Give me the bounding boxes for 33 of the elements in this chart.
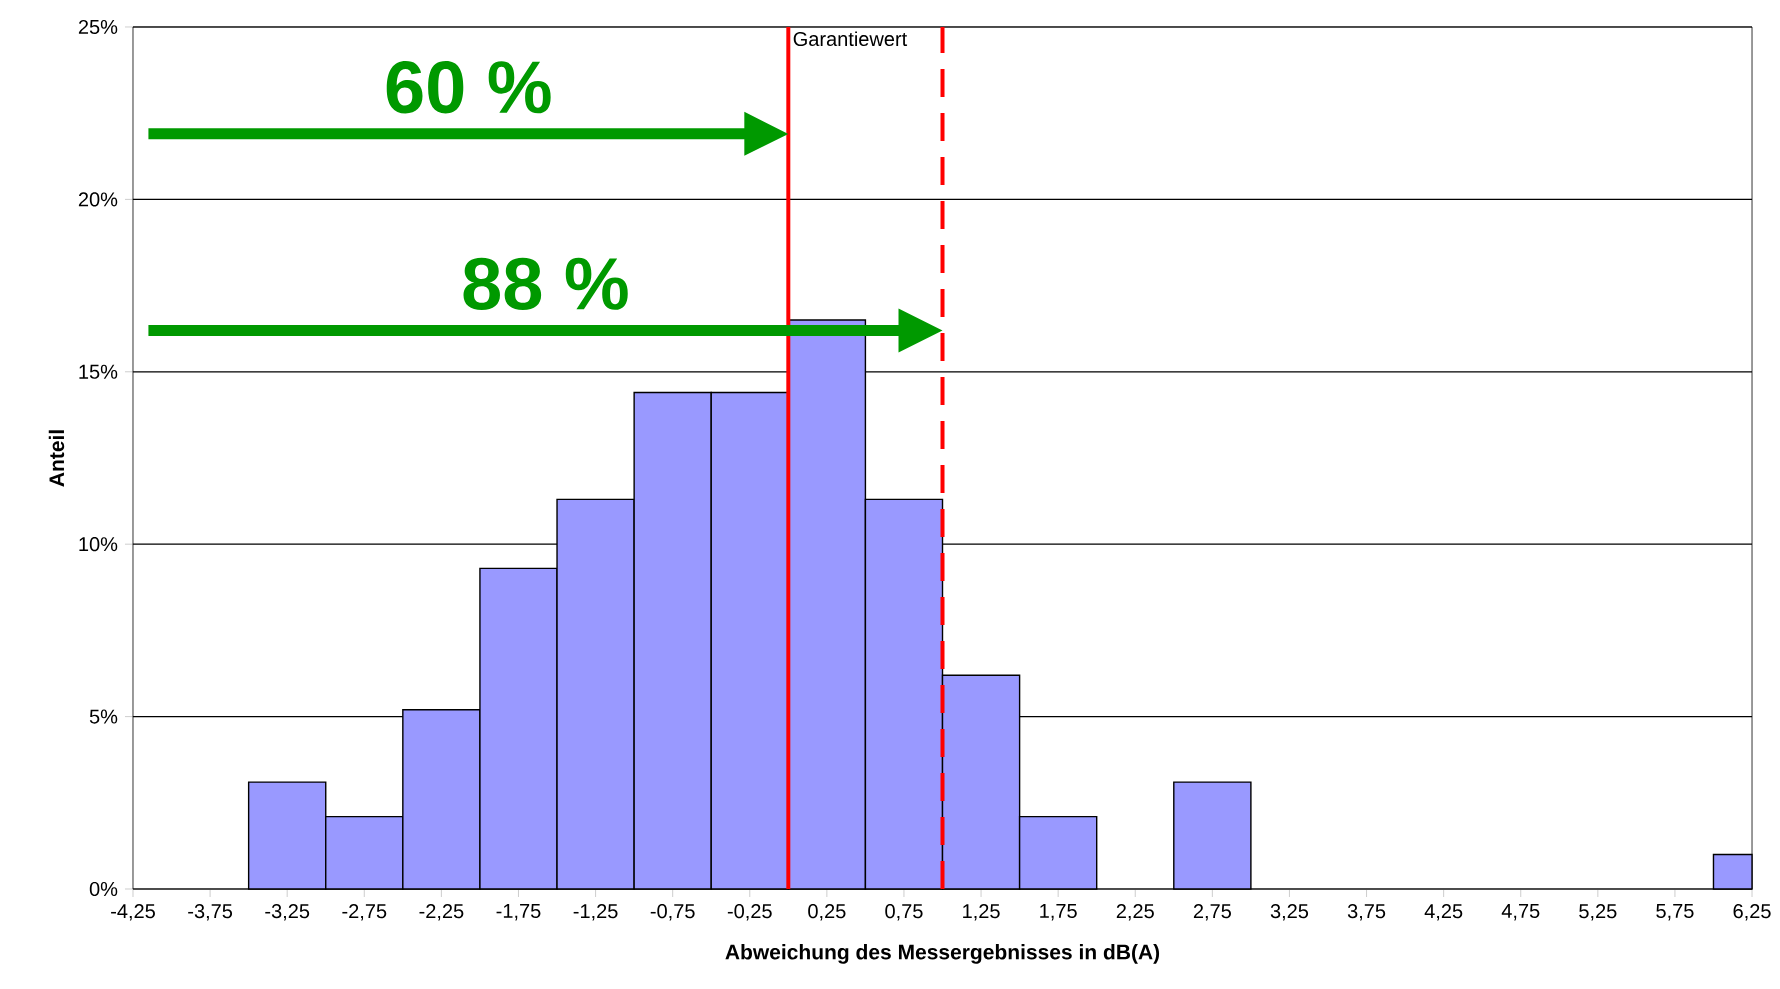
x-tick-label: -0,25 xyxy=(727,904,772,921)
x-tick-label: 6,25 xyxy=(1733,904,1771,921)
y-tick-label: 25% xyxy=(78,19,118,35)
x-tick-label: 4,25 xyxy=(1424,904,1463,921)
x-tick-label: 5,75 xyxy=(1656,904,1694,921)
x-tick-label: 2,75 xyxy=(1193,904,1231,921)
y-tick-label: 5% xyxy=(89,709,118,724)
x-tick-label: 0,25 xyxy=(808,904,846,921)
x-tick-label: 5,25 xyxy=(1579,904,1617,921)
x-tick-label: -2,75 xyxy=(342,904,387,921)
y-tick-label: 20% xyxy=(78,192,118,207)
x-tick-label: 2,25 xyxy=(1116,904,1154,921)
x-tick-label: 1,25 xyxy=(963,904,1000,921)
annotation: 88 % xyxy=(463,257,628,311)
annotation: 60 % xyxy=(386,61,551,114)
x-axis-title: Abweichung des Messergebnisses in dB(A) xyxy=(725,944,1160,964)
x-tick-label: -2,25 xyxy=(419,904,464,921)
x-tick-label: -1,75 xyxy=(496,904,541,921)
x-tick-label: -1,25 xyxy=(573,904,618,921)
x-tick-label: -4,25 xyxy=(111,904,155,921)
y-axis-title: Anteil xyxy=(48,430,65,487)
x-tick-label: -3,75 xyxy=(188,904,233,921)
y-tick-label: 0% xyxy=(89,881,118,897)
y-tick-label: 10% xyxy=(79,537,118,552)
x-tick-label: 0,75 xyxy=(885,904,923,921)
y-tick-label: 15% xyxy=(79,364,118,379)
x-tick-label: 1,75 xyxy=(1040,904,1077,921)
x-tick-label: 4,75 xyxy=(1501,904,1540,921)
x-tick-label: 3,25 xyxy=(1270,904,1309,921)
x-tick-label: -0,75 xyxy=(650,904,695,921)
ref-line-label: Garantiewert xyxy=(793,31,908,47)
x-tick-label: 3,75 xyxy=(1347,904,1386,921)
x-tick-label: -3,25 xyxy=(265,904,310,921)
